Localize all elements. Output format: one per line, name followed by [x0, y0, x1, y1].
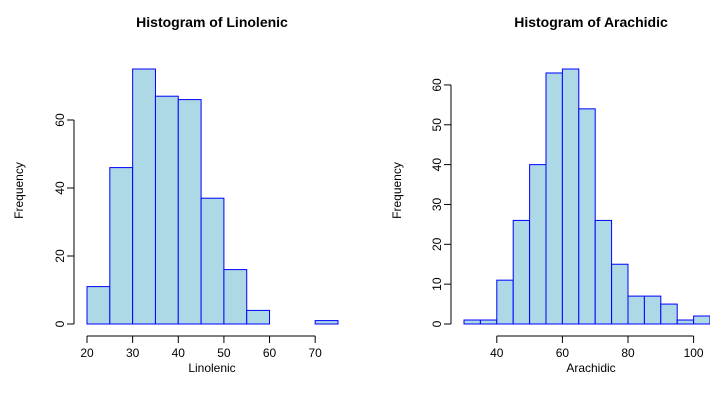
histogram-bar — [660, 303, 678, 325]
histogram-bar — [154, 95, 179, 325]
histogram-bar — [109, 167, 134, 325]
histogram-bar — [529, 164, 547, 325]
histogram-bar — [223, 269, 248, 325]
histogram-bar — [463, 319, 481, 325]
histogram-bar — [132, 68, 156, 325]
chart-title: Histogram of Linolenic — [136, 14, 288, 30]
chart-title: Histogram of Arachidic — [514, 14, 668, 30]
y-tick-label: 20 — [53, 249, 67, 263]
y-tick-label: 40 — [430, 158, 444, 172]
y-tick-label: 10 — [430, 277, 444, 291]
x-tick-label: 100 — [684, 346, 704, 360]
histogram-bar — [479, 319, 498, 325]
histogram-bar — [200, 197, 225, 325]
histogram-bar — [512, 219, 531, 325]
y-axis-label: Frequency — [12, 162, 26, 219]
histogram-bar — [643, 295, 662, 325]
bars — [463, 68, 710, 325]
y-tick-label: 0 — [53, 320, 67, 327]
x-axis-label: Linolenic — [188, 361, 235, 375]
histogram-bar — [561, 68, 580, 325]
x-axis-label: Arachidic — [566, 361, 615, 375]
histogram-bar — [545, 72, 563, 325]
y-tick-label: 0 — [430, 320, 444, 327]
y-tick-label: 30 — [430, 197, 444, 211]
histogram-bar — [86, 286, 111, 325]
y-tick-label: 50 — [430, 118, 444, 132]
histogram-arachidic: Histogram of Arachidic Arachidic Frequen… — [390, 14, 710, 375]
histogram-bar — [496, 279, 514, 325]
histogram-bar — [594, 219, 613, 325]
y-tick-label: 20 — [430, 237, 444, 251]
y-tick-label: 60 — [53, 113, 67, 127]
x-tick-label: 40 — [172, 346, 186, 360]
histogram-linolenic: Histogram of Linolenic Linolenic Frequen… — [12, 14, 339, 375]
histogram-bar — [177, 99, 202, 325]
y-axis-label: Frequency — [390, 162, 404, 219]
x-tick-label: 40 — [490, 346, 504, 360]
x-axis: 20 30 40 50 60 70 — [80, 335, 323, 360]
histogram-bar — [693, 315, 710, 325]
y-axis: 0 10 20 30 40 50 60 — [430, 78, 452, 327]
x-tick-label: 50 — [217, 346, 231, 360]
x-tick-label: 80 — [621, 346, 635, 360]
histogram-bar — [578, 108, 596, 325]
histogram-bar — [611, 263, 629, 325]
x-tick-label: 60 — [263, 346, 277, 360]
histogram-bar — [627, 295, 645, 325]
x-tick-label: 70 — [309, 346, 323, 360]
y-tick-label: 60 — [430, 78, 444, 92]
x-tick-label: 20 — [80, 346, 94, 360]
histogram-bar — [676, 319, 695, 325]
histogram-bar — [314, 320, 339, 325]
histogram-bar — [246, 309, 271, 325]
x-axis: 40 60 80 100 — [490, 335, 704, 360]
y-tick-label: 40 — [53, 181, 67, 195]
x-tick-label: 60 — [556, 346, 570, 360]
y-axis: 0 20 40 60 — [53, 113, 75, 327]
bars — [86, 68, 339, 325]
x-tick-label: 30 — [126, 346, 140, 360]
